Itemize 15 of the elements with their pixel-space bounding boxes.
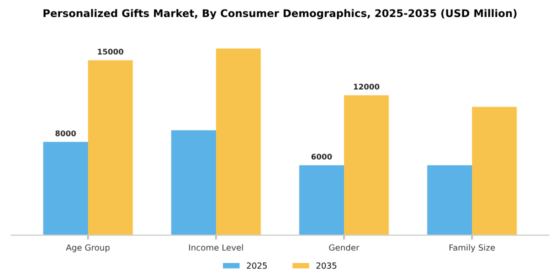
legend-label: 2025	[246, 262, 267, 269]
bar	[43, 142, 88, 236]
chart-title: Personalized Gifts Market, By Consumer Demographics, 2025-2035 (USD Million)	[44, 9, 516, 20]
x-tick-label: Age Group	[66, 244, 110, 252]
bar	[216, 48, 261, 236]
bar	[171, 130, 216, 236]
x-tick-label: Gender	[329, 244, 360, 251]
bar	[427, 165, 472, 236]
bar	[88, 60, 133, 236]
x-tick-label: Income Level	[189, 244, 243, 251]
bar	[344, 95, 389, 236]
legend-label: 2035	[316, 262, 336, 269]
x-tick-label: Family Size	[450, 244, 495, 252]
bar	[299, 165, 344, 236]
bar	[472, 106, 517, 236]
